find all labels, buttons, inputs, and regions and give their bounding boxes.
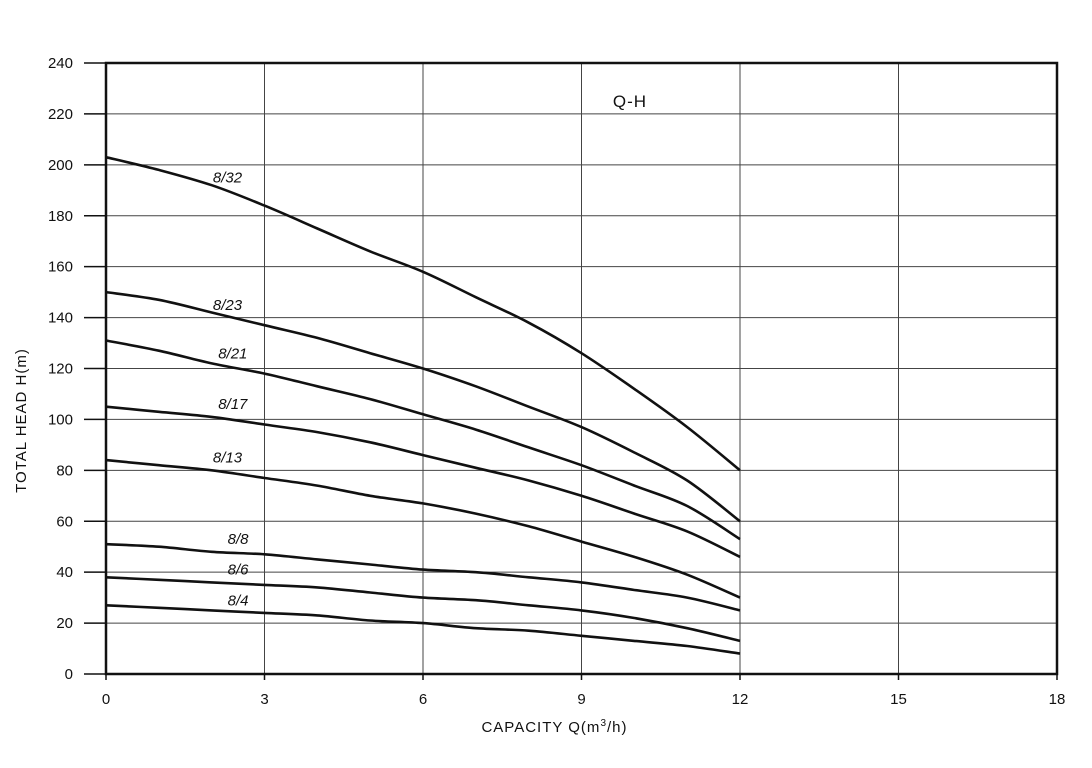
x-tick-label: 3: [260, 691, 268, 708]
grid-lines: [105, 62, 1058, 675]
series-label-8-6: 8/6: [228, 562, 250, 579]
y-tick-label: 80: [56, 462, 73, 479]
x-axis-title-main: CAPACITY Q(m: [481, 719, 600, 736]
series-curves: [105, 155, 741, 655]
x-axis-title-tail: /h): [607, 719, 628, 736]
y-tick-label: 100: [48, 411, 73, 428]
y-axis-ticks: 0 20 40 60 80 100 120 140 160 180 200 220 240: [48, 55, 106, 683]
curve-8-6: [105, 576, 741, 643]
y-tick-label: 120: [48, 361, 73, 378]
y-tick-label: 200: [48, 157, 73, 174]
series-label-8-8: 8/8: [228, 531, 250, 548]
x-axis-title: CAPACITY Q(m3/h): [481, 718, 627, 736]
y-tick-label: 0: [65, 666, 73, 683]
series-label-8-32: 8/32: [213, 170, 243, 187]
y-tick-label: 240: [48, 55, 73, 72]
y-tick-label: 140: [48, 310, 73, 327]
curve-8-4: [105, 604, 741, 655]
curve-8-17: [105, 405, 741, 559]
series-label-8-23: 8/23: [213, 297, 243, 314]
curve-8-8: [105, 542, 741, 612]
y-tick-label: 40: [56, 564, 73, 581]
curve-8-21: [105, 339, 741, 541]
series-label-8-21: 8/21: [218, 345, 247, 362]
x-tick-label: 12: [732, 691, 749, 708]
series-label-8-17: 8/17: [218, 396, 248, 413]
y-axis-title: TOTAL HEAD H(m): [13, 348, 30, 493]
x-tick-label: 0: [102, 691, 110, 708]
x-tick-label: 9: [577, 691, 585, 708]
series-label-8-4: 8/4: [228, 592, 249, 609]
chart-title: Q-H: [613, 92, 647, 111]
x-axis-title-sup: 3: [600, 718, 607, 729]
x-tick-label: 18: [1049, 691, 1066, 708]
x-tick-label: 15: [890, 691, 907, 708]
curve-8-13: [105, 458, 741, 599]
x-axis-ticks: 0 3 6 9 12 15 18: [102, 674, 1066, 708]
series-label-8-13: 8/13: [213, 450, 243, 467]
y-tick-label: 20: [56, 615, 73, 632]
x-tick-label: 6: [419, 691, 427, 708]
y-tick-label: 220: [48, 106, 73, 123]
y-tick-label: 60: [56, 513, 73, 530]
curve-8-23: [105, 290, 741, 523]
y-tick-label: 160: [48, 259, 73, 276]
y-tick-label: 180: [48, 208, 73, 225]
curve-8-32: [105, 155, 741, 472]
series-labels: 8/32 8/23 8/21 8/17 8/13 8/8 8/6 8/4: [213, 170, 249, 610]
